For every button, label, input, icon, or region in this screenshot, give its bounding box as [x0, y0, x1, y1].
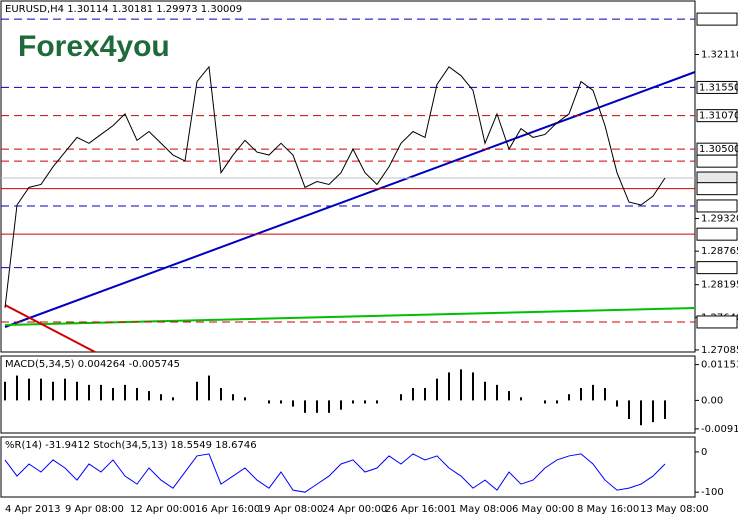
- x-tick-label: 4 Apr 2013: [5, 504, 60, 515]
- macd-bar: [484, 381, 486, 401]
- macd-bar: [460, 369, 462, 401]
- macd-bar: [640, 400, 642, 426]
- level-label-box: [696, 109, 738, 123]
- macd-bar: [340, 400, 342, 410]
- macd-bar: [568, 394, 570, 401]
- macd-bar: [328, 400, 330, 413]
- macd-bar: [220, 387, 222, 401]
- level-label-box: [696, 80, 738, 94]
- x-tick-label: 9 Apr 08:00: [65, 504, 124, 515]
- x-tick-label: 16 Apr 16:00: [195, 504, 260, 515]
- price-line: [4, 65, 666, 308]
- macd-bar: [436, 378, 438, 401]
- macd-bar: [4, 381, 6, 401]
- macd-bar: [124, 384, 126, 401]
- macd-bar: [88, 384, 90, 401]
- macd-bar: [628, 400, 630, 420]
- macd-bar: [172, 397, 174, 401]
- x-tick-label: 12 Apr 00:00: [130, 504, 195, 515]
- macd-bar: [316, 400, 318, 413]
- y-tick-label: 1.29320: [701, 214, 738, 225]
- macd-bar: [292, 400, 294, 407]
- macd-bar: [556, 400, 558, 404]
- level-label: 1.31070: [699, 111, 738, 122]
- x-tick-label: 8 May 16:00: [577, 504, 639, 515]
- x-tick-label: 1 May 08:00: [450, 504, 512, 515]
- macd-bar: [424, 387, 426, 401]
- macd-bar: [100, 384, 102, 401]
- macd-bar: [580, 387, 582, 401]
- macd-bar: [16, 375, 18, 401]
- level-label-box: [696, 199, 738, 213]
- macd-bar: [52, 381, 54, 401]
- osc-line: [4, 453, 666, 493]
- macd-panel: [0, 355, 696, 434]
- level-label-box: [696, 227, 738, 241]
- level-label-box: [696, 12, 738, 26]
- macd-bar: [448, 372, 450, 401]
- level-label: 1.31550: [699, 82, 738, 93]
- macd-bar: [664, 400, 666, 420]
- osc-panel: [0, 436, 696, 498]
- y-tick-label: 0: [701, 447, 707, 458]
- macd-bar: [304, 400, 306, 413]
- macd-bar: [28, 378, 30, 401]
- macd-bar: [76, 381, 78, 401]
- macd-bar: [280, 400, 282, 404]
- macd-bar: [520, 397, 522, 401]
- y-tick-label: 0.00: [701, 395, 723, 406]
- macd-bar: [352, 400, 354, 404]
- macd-bar: [244, 397, 246, 401]
- main-panel: [0, 0, 696, 353]
- x-tick-label: 24 Apr 00:00: [322, 504, 387, 515]
- macd-bar: [160, 394, 162, 401]
- y-tick-label: 1.28765: [701, 246, 738, 257]
- y-tick-label: 1.28195: [701, 280, 738, 291]
- macd-bar: [652, 400, 654, 423]
- level-label-box: [696, 315, 738, 329]
- macd-bar: [412, 387, 414, 401]
- macd-bar: [616, 400, 618, 407]
- y-tick-label: -0.00917: [701, 424, 738, 435]
- macd-title: MACD(5,34,5) 0.004264 -0.005745: [5, 359, 180, 370]
- macd-bar: [196, 381, 198, 401]
- macd-bar: [364, 400, 366, 404]
- macd-bar: [472, 372, 474, 401]
- y-tick-label: 1.27085: [701, 345, 738, 356]
- level-label-box: [696, 261, 738, 275]
- macd-bar: [268, 400, 270, 404]
- macd-bar: [376, 400, 378, 404]
- macd-bar: [544, 400, 546, 404]
- osc-title: %R(14) -31.9412 Stoch(34,5,13) 18.5549 1…: [5, 440, 257, 451]
- trend-line: [4, 304, 96, 353]
- macd-bar: [604, 387, 606, 401]
- macd-bar: [508, 391, 510, 401]
- logo: Forex4you: [18, 30, 170, 63]
- macd-bar: [148, 391, 150, 401]
- level-label: 1.30500: [699, 144, 738, 155]
- x-tick-label: 6 May 00:00: [512, 504, 574, 515]
- y-tick-label: 1.32110: [701, 50, 738, 61]
- macd-bar: [232, 394, 234, 401]
- macd-bar: [136, 387, 138, 401]
- macd-bar: [40, 378, 42, 401]
- x-tick-label: 26 Apr 16:00: [385, 504, 450, 515]
- chart-title: EURUSD,H4 1.30114 1.30181 1.29973 1.3000…: [5, 4, 242, 15]
- level-label-box: [696, 154, 738, 168]
- y-tick-label: 0.01153: [701, 360, 738, 371]
- x-tick-label: 19 Apr 08:00: [258, 504, 323, 515]
- macd-bar: [400, 394, 402, 401]
- y-tick-label: -100: [701, 487, 724, 498]
- level-label-box: [696, 182, 738, 196]
- macd-bar: [112, 387, 114, 401]
- macd-bar: [496, 384, 498, 401]
- macd-bar: [592, 384, 594, 401]
- macd-bar: [208, 375, 210, 401]
- trend-line: [4, 71, 696, 328]
- x-tick-label: 13 May 08:00: [640, 504, 709, 515]
- macd-bar: [64, 378, 66, 401]
